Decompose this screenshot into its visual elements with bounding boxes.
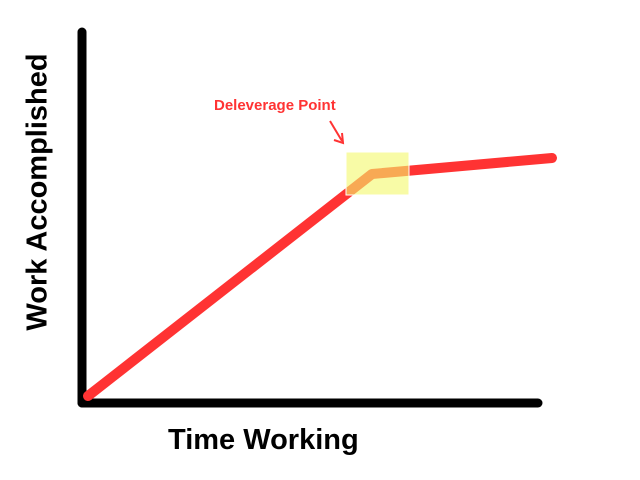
annotation-arrow bbox=[329, 120, 343, 142]
deleverage-highlight bbox=[345, 151, 410, 196]
x-axis-label: Time Working bbox=[168, 424, 359, 456]
y-axis-label: Work Accomplished bbox=[21, 53, 54, 331]
annotation-label: Deleverage Point bbox=[214, 97, 336, 114]
work-line bbox=[83, 153, 557, 401]
annotation-arrowhead bbox=[333, 132, 345, 145]
